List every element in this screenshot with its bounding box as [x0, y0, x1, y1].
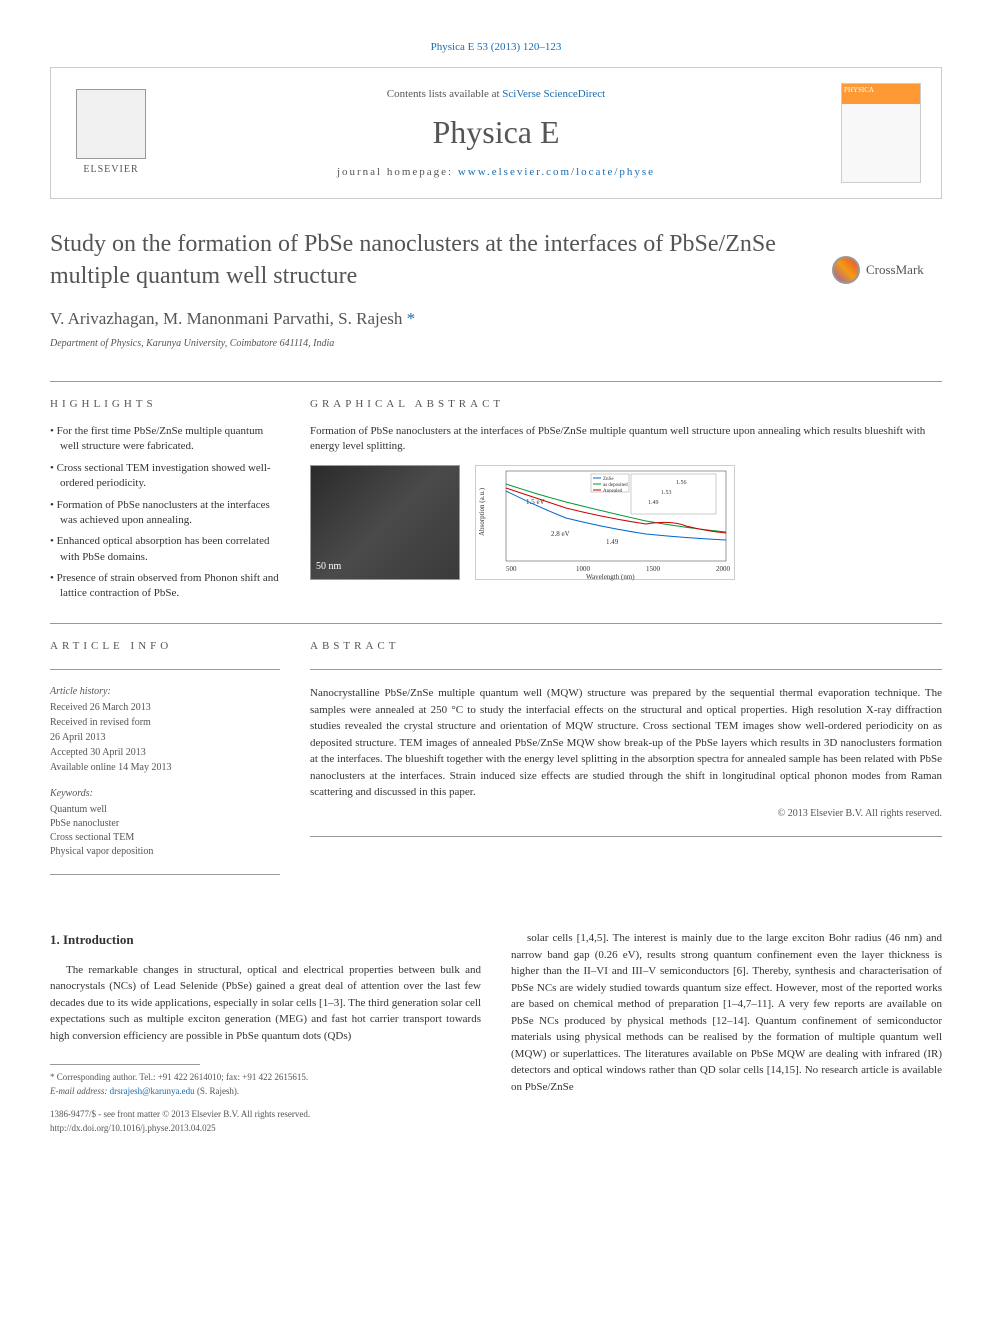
- history-heading: Article history:: [50, 685, 280, 699]
- intro-heading: 1. Introduction: [50, 930, 481, 950]
- chart-svg: 2.8 eV 1.5 eV 1.49 1.56 1.53 1.49 ZnSe a…: [476, 466, 736, 581]
- revised-date: 26 April 2013: [50, 731, 280, 745]
- intro-column-right: solar cells [1,4,5]. The interest is mai…: [511, 930, 942, 1135]
- crossmark-label: CrossMark: [866, 261, 924, 279]
- footnote-divider: [50, 1064, 200, 1065]
- marker-15ev: 1.5 eV: [526, 498, 545, 506]
- highlight-item: Enhanced optical absorption has been cor…: [50, 534, 280, 565]
- intro-text-col1: The remarkable changes in structural, op…: [50, 962, 481, 1045]
- divider: [50, 669, 280, 670]
- divider: [50, 874, 280, 875]
- contents-prefix: Contents lists available at: [387, 88, 502, 100]
- footer-block: 1386-9477/$ - see front matter © 2013 El…: [50, 1108, 481, 1135]
- marker-149: 1.49: [606, 538, 619, 546]
- divider: [310, 669, 942, 670]
- online-date: Available online 14 May 2013: [50, 761, 280, 775]
- tem-image: 50 nm: [310, 465, 460, 580]
- introduction-section: 1. Introduction The remarkable changes i…: [50, 930, 942, 1135]
- legend-znse: ZnSe: [603, 477, 614, 482]
- homepage-prefix: journal homepage:: [337, 166, 458, 178]
- xtick-2000: 2000: [716, 565, 731, 573]
- revised-label: Received in revised form: [50, 716, 280, 730]
- keyword: Quantum well: [50, 803, 280, 817]
- abstract-text: Nanocrystalline PbSe/ZnSe multiple quant…: [310, 685, 942, 801]
- sciencedirect-link[interactable]: SciVerse ScienceDirect: [502, 88, 605, 100]
- crossmark-badge[interactable]: CrossMark: [832, 255, 942, 285]
- keywords-heading: Keywords:: [50, 787, 280, 801]
- corresponding-asterisk: *: [402, 309, 415, 328]
- intro-column-left: 1. Introduction The remarkable changes i…: [50, 930, 481, 1135]
- corresponding-footnote: * Corresponding author. Tel.: +91 422 26…: [50, 1071, 481, 1098]
- intro-text-col2: solar cells [1,4,5]. The interest is mai…: [511, 930, 942, 1095]
- authors-line: V. Arivazhagan, M. Manonmani Parvathi, S…: [50, 307, 942, 331]
- homepage-line: journal homepage: www.elsevier.com/locat…: [151, 165, 841, 180]
- crossmark-icon: [832, 256, 860, 284]
- inset-156: 1.56: [676, 480, 687, 486]
- ga-caption: Formation of PbSe nanoclusters at the in…: [310, 424, 942, 455]
- corresponding-text: * Corresponding author. Tel.: +91 422 26…: [50, 1071, 481, 1085]
- chart-inset: [631, 474, 716, 514]
- contents-line: Contents lists available at SciVerse Sci…: [151, 87, 841, 102]
- x-axis-label: Wavelength (nm): [586, 573, 635, 581]
- copyright-line: © 2013 Elsevier B.V. All rights reserved…: [310, 807, 942, 821]
- legend-annealed: Annealed: [603, 489, 623, 494]
- cover-label: PHYSICA: [842, 84, 920, 104]
- elsevier-label: ELSEVIER: [83, 163, 138, 177]
- highlight-item: Formation of PbSe nanoclusters at the in…: [50, 498, 280, 529]
- divider: [50, 623, 942, 624]
- ga-image-row: 50 nm 2.8 eV 1.5 eV 1.49 1.56 1.53: [310, 465, 942, 580]
- journal-header: ELSEVIER Contents lists available at Sci…: [50, 67, 942, 199]
- email-link[interactable]: drsrajesh@karunya.edu: [110, 1086, 195, 1096]
- email-label: E-mail address:: [50, 1086, 110, 1096]
- keyword: PbSe nanocluster: [50, 817, 280, 831]
- inset-149: 1.49: [648, 500, 659, 506]
- doi-line: http://dx.doi.org/10.1016/j.physe.2013.0…: [50, 1122, 481, 1136]
- email-suffix: (S. Rajesh).: [195, 1086, 240, 1096]
- article-history: Article history: Received 26 March 2013 …: [50, 685, 280, 775]
- journal-citation: Physica E 53 (2013) 120–123: [50, 40, 942, 55]
- keyword: Physical vapor deposition: [50, 845, 280, 859]
- abstract-label: ABSTRACT: [310, 639, 942, 654]
- keyword: Cross sectional TEM: [50, 831, 280, 845]
- homepage-link[interactable]: www.elsevier.com/locate/physe: [458, 166, 655, 178]
- affiliation: Department of Physics, Karunya Universit…: [50, 337, 942, 351]
- legend-asdep: as deposited: [603, 483, 628, 488]
- authors-names: V. Arivazhagan, M. Manonmani Parvathi, S…: [50, 309, 402, 328]
- accepted-date: Accepted 30 April 2013: [50, 746, 280, 760]
- highlight-item: For the first time PbSe/ZnSe multiple qu…: [50, 424, 280, 455]
- xtick-1500: 1500: [646, 565, 661, 573]
- inset-153: 1.53: [661, 490, 672, 496]
- absorption-chart: 2.8 eV 1.5 eV 1.49 1.56 1.53 1.49 ZnSe a…: [475, 465, 735, 580]
- divider: [50, 381, 942, 382]
- citation-link[interactable]: Physica E 53 (2013) 120–123: [431, 41, 562, 53]
- elsevier-logo: ELSEVIER: [71, 86, 151, 181]
- keywords-block: Keywords: Quantum well PbSe nanocluster …: [50, 787, 280, 859]
- issn-line: 1386-9477/$ - see front matter © 2013 El…: [50, 1108, 481, 1122]
- email-line: E-mail address: drsrajesh@karunya.edu (S…: [50, 1085, 481, 1099]
- y-axis-label: Absorption (a.u.): [478, 487, 486, 536]
- header-center: Contents lists available at SciVerse Sci…: [151, 87, 841, 181]
- tem-scale-bar: 50 nm: [316, 560, 341, 574]
- xtick-1000: 1000: [576, 565, 591, 573]
- elsevier-tree-icon: [76, 89, 146, 159]
- article-info-label: ARTICLE INFO: [50, 639, 280, 654]
- highlights-label: HIGHLIGHTS: [50, 397, 280, 412]
- divider: [310, 836, 942, 837]
- journal-name: Physica E: [151, 110, 841, 155]
- received-date: Received 26 March 2013: [50, 701, 280, 715]
- xtick-500: 500: [506, 565, 517, 573]
- journal-cover-thumbnail: PHYSICA: [841, 83, 921, 183]
- highlight-item: Cross sectional TEM investigation showed…: [50, 461, 280, 492]
- article-title: Study on the formation of PbSe nanoclust…: [50, 229, 942, 291]
- graphical-abstract-label: GRAPHICAL ABSTRACT: [310, 397, 942, 412]
- marker-28ev: 2.8 eV: [551, 530, 570, 538]
- highlight-item: Presence of strain observed from Phonon …: [50, 571, 280, 602]
- highlights-list: For the first time PbSe/ZnSe multiple qu…: [50, 424, 280, 602]
